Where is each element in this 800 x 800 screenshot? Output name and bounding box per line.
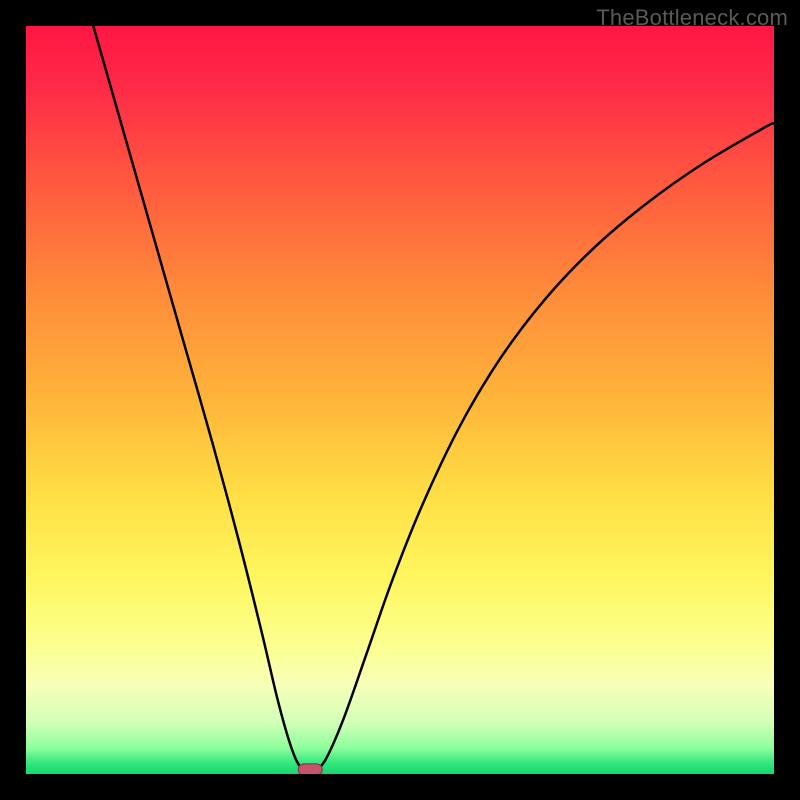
plot-area: [26, 26, 774, 774]
gradient-background: [26, 26, 774, 774]
watermark-text: TheBottleneck.com: [596, 5, 788, 31]
